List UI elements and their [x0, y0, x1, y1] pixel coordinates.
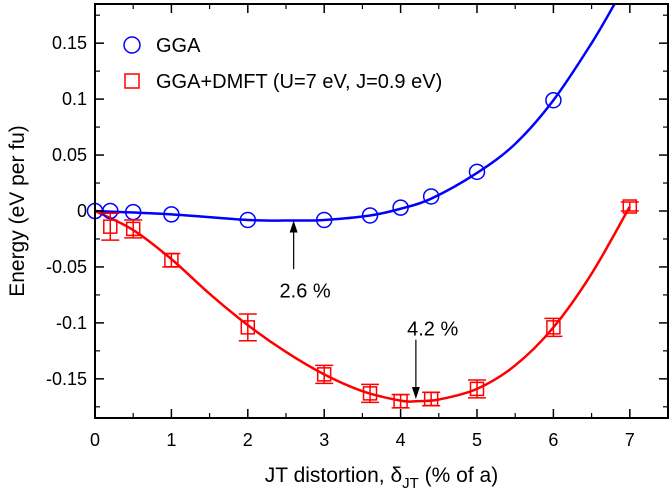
- legend: GGA GGA+DMFT (U=7 eV, J=0.9 eV): [123, 35, 442, 93]
- point-dmft: [469, 381, 485, 397]
- x-tick-label: 1: [166, 430, 176, 450]
- point-gga: [239, 211, 257, 229]
- y-tick-label: 0.1: [62, 89, 87, 109]
- x-tick-label: 5: [472, 430, 482, 450]
- x-tick-label: 7: [625, 430, 635, 450]
- fit-curve-dmft: [95, 205, 631, 403]
- point-dmft: [103, 219, 118, 234]
- y-tick-label: 0.15: [52, 33, 87, 53]
- x-tick-label: 0: [90, 430, 100, 450]
- point-dmft: [164, 252, 179, 268]
- annotation-label: 2.6 %: [280, 280, 331, 302]
- legend-marker-gga: [123, 36, 141, 54]
- y-tick-label: 0.05: [52, 145, 87, 165]
- fit-curve-gga: [95, 4, 616, 222]
- axis-ticks: 0 1 2 3 4 5 6 7 -0.15 -0.1 -0.05 0 0.05 0.1 0.15: [46, 4, 668, 450]
- point-dmft: [423, 391, 439, 407]
- y-tick-label: -0.05: [46, 257, 87, 277]
- x-tick-label: 4: [396, 430, 406, 450]
- x-tick-label: 3: [319, 430, 329, 450]
- point-dmft: [240, 320, 256, 335]
- point-gga: [468, 163, 486, 181]
- x-tick-label: 2: [243, 430, 253, 450]
- x-tick-label: 6: [548, 430, 558, 450]
- x-axis-title-sub: JT: [402, 475, 419, 492]
- x-axis-title: JT distortion, δJT (% of a): [265, 464, 498, 492]
- point-gga: [163, 206, 180, 223]
- legend-marker-dmft: [124, 73, 140, 89]
- y-tick-label: 0: [77, 201, 87, 221]
- point-dmft: [316, 367, 332, 382]
- annotations: 2.6 % 4.2 %: [280, 220, 458, 399]
- plot-frame: [94, 3, 669, 419]
- y-tick-label: -0.1: [56, 313, 87, 333]
- point-dmft: [622, 199, 638, 214]
- point-gga: [422, 188, 440, 205]
- annotation-arrow-head: [411, 386, 420, 399]
- y-axis-title: Energy (eV per fu): [6, 125, 29, 297]
- point-gga: [315, 211, 333, 229]
- fit-curves: [95, 4, 631, 403]
- legend-label-gga: GGA: [156, 35, 201, 57]
- point-dmft: [546, 320, 561, 335]
- point-dmft: [362, 386, 378, 401]
- x-axis-title-main: JT distortion, δ: [265, 464, 402, 487]
- point-gga: [545, 91, 562, 109]
- point-gga: [361, 207, 379, 224]
- legend-label-dmft: GGA+DMFT (U=7 eV, J=0.9 eV): [156, 71, 442, 93]
- annotation-label: 4.2 %: [407, 318, 458, 340]
- x-axis-title-tail: (% of a): [419, 464, 498, 487]
- point-dmft: [393, 393, 408, 409]
- data-points: [86, 91, 639, 409]
- point-dmft: [125, 221, 141, 237]
- annotation-arrow-head: [289, 220, 298, 233]
- point-gga: [392, 199, 409, 216]
- y-tick-label: -0.15: [46, 369, 87, 389]
